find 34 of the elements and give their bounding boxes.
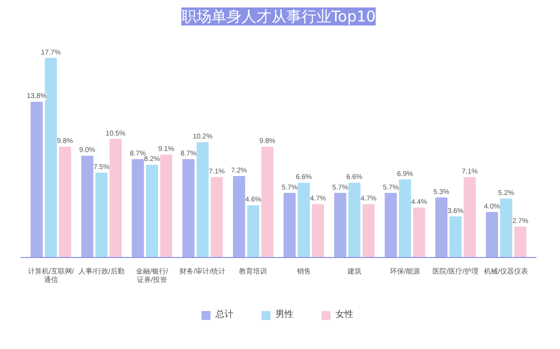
bar	[247, 205, 260, 258]
bar	[196, 142, 209, 258]
bar	[486, 212, 498, 258]
bar	[261, 146, 274, 258]
chart-title: 职场单身人才从事行业Top10	[181, 8, 376, 26]
bar	[160, 154, 172, 258]
bar	[298, 182, 310, 258]
bar	[312, 204, 324, 258]
bar	[232, 176, 246, 258]
bar	[362, 204, 375, 258]
bar	[132, 159, 144, 258]
bar	[500, 198, 512, 258]
bar	[449, 216, 462, 258]
legend-label: 总计	[216, 308, 234, 321]
bar	[398, 179, 412, 258]
bar	[435, 197, 448, 258]
bar	[384, 192, 397, 258]
bar	[210, 177, 223, 258]
bar	[413, 207, 426, 258]
legend-label: 女性	[336, 308, 354, 321]
bar	[182, 159, 195, 258]
bar	[514, 226, 526, 258]
bar	[95, 172, 108, 258]
bar	[146, 164, 158, 258]
bar	[348, 182, 360, 258]
bar	[284, 192, 296, 258]
bar	[464, 177, 476, 258]
bar	[44, 58, 57, 258]
bar	[334, 192, 346, 258]
legend-label: 男性	[276, 308, 294, 321]
bar	[30, 102, 43, 258]
bar	[110, 138, 122, 258]
bar	[81, 156, 94, 258]
bar	[58, 146, 72, 258]
